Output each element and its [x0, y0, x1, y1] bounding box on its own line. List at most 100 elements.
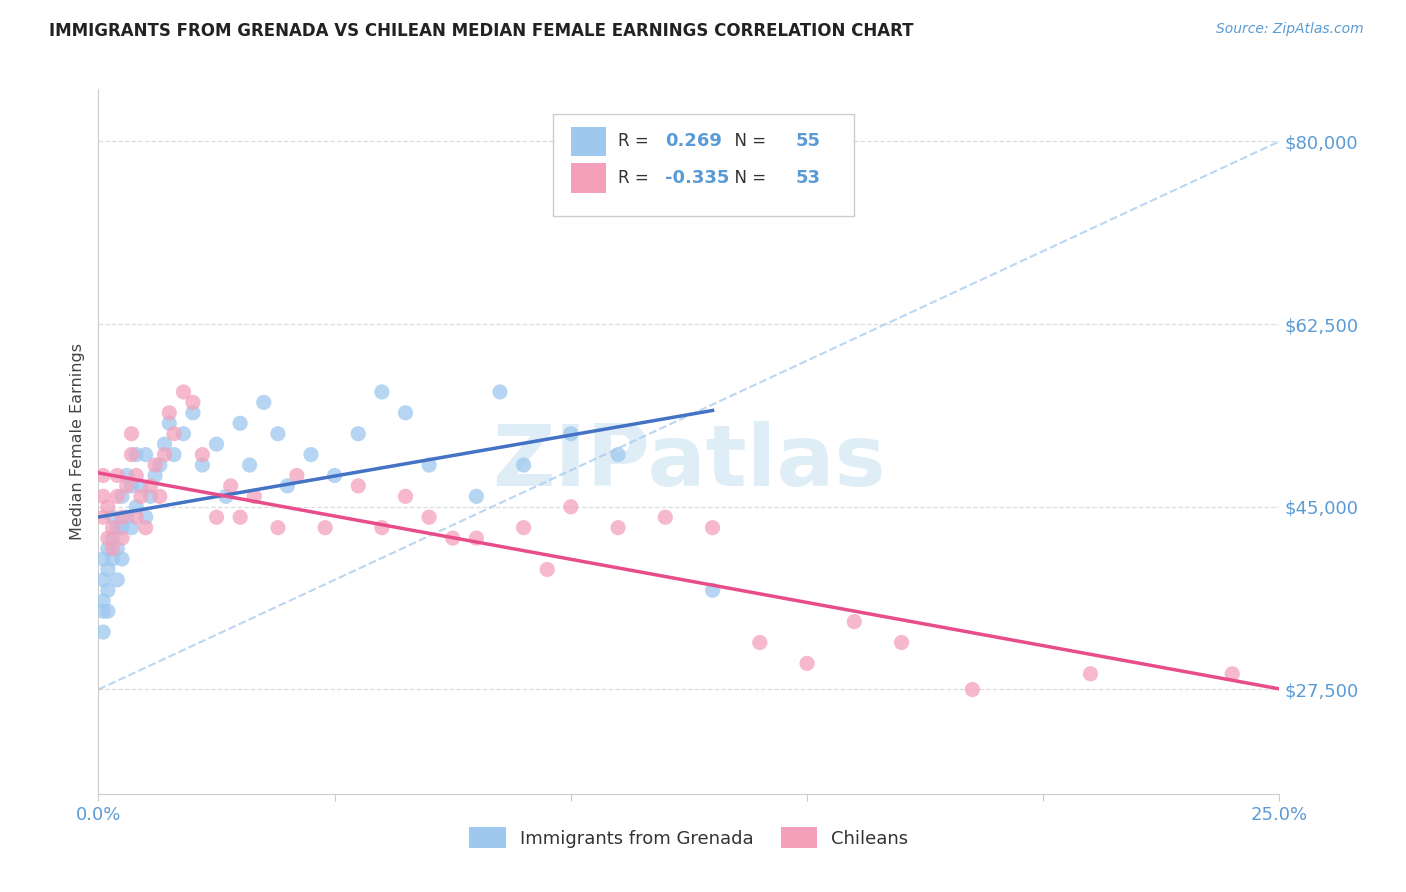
Point	[215, 489, 238, 503]
Point	[111, 552, 134, 566]
Point	[465, 531, 488, 545]
Point	[91, 625, 114, 640]
Point	[91, 510, 114, 524]
Point	[101, 521, 124, 535]
Text: 53: 53	[796, 169, 820, 187]
Point	[560, 500, 582, 514]
Text: 0.269: 0.269	[665, 132, 723, 151]
Point	[91, 468, 114, 483]
Point	[97, 583, 120, 598]
Point	[121, 426, 143, 441]
Point	[796, 657, 818, 671]
Point	[105, 468, 128, 483]
Point	[157, 406, 180, 420]
Point	[347, 426, 370, 441]
Text: R =: R =	[619, 169, 654, 187]
Point	[97, 531, 120, 545]
Point	[121, 521, 143, 535]
Point	[111, 521, 134, 535]
Point	[97, 500, 120, 514]
Point	[267, 521, 290, 535]
Text: ZIPatlas: ZIPatlas	[492, 421, 886, 504]
Point	[323, 468, 346, 483]
Point	[125, 500, 148, 514]
Point	[125, 468, 148, 483]
Point	[229, 510, 252, 524]
Text: -0.335: -0.335	[665, 169, 730, 187]
Point	[172, 384, 194, 399]
Point	[418, 510, 440, 524]
FancyBboxPatch shape	[571, 163, 606, 193]
Point	[115, 510, 138, 524]
Point	[191, 448, 214, 462]
FancyBboxPatch shape	[571, 127, 606, 156]
Point	[121, 448, 143, 462]
Point	[1220, 666, 1243, 681]
Point	[105, 521, 128, 535]
Point	[654, 510, 676, 524]
Point	[125, 510, 148, 524]
Point	[163, 426, 186, 441]
Point	[607, 521, 630, 535]
Point	[418, 458, 440, 472]
Point	[163, 448, 186, 462]
Point	[91, 604, 114, 618]
Point	[181, 395, 204, 409]
Point	[489, 384, 512, 399]
Point	[101, 552, 124, 566]
Point	[101, 510, 124, 524]
Point	[91, 489, 114, 503]
Point	[229, 417, 252, 431]
Point	[111, 531, 134, 545]
Point	[91, 552, 114, 566]
Point	[239, 458, 262, 472]
Point	[243, 489, 266, 503]
Point	[844, 615, 866, 629]
Point	[512, 521, 534, 535]
Point	[347, 479, 370, 493]
Point	[115, 479, 138, 493]
Point	[111, 510, 134, 524]
Text: N =: N =	[724, 132, 772, 151]
Point	[890, 635, 912, 649]
Point	[253, 395, 276, 409]
Point	[702, 583, 724, 598]
Point	[115, 468, 138, 483]
Point	[191, 458, 214, 472]
Point	[153, 437, 176, 451]
Point	[97, 562, 120, 576]
FancyBboxPatch shape	[553, 114, 855, 216]
Point	[135, 448, 157, 462]
Text: IMMIGRANTS FROM GRENADA VS CHILEAN MEDIAN FEMALE EARNINGS CORRELATION CHART: IMMIGRANTS FROM GRENADA VS CHILEAN MEDIA…	[49, 22, 914, 40]
Point	[125, 448, 148, 462]
Point	[465, 489, 488, 503]
Point	[91, 593, 114, 607]
Text: Source: ZipAtlas.com: Source: ZipAtlas.com	[1216, 22, 1364, 37]
Point	[560, 426, 582, 441]
Point	[205, 437, 228, 451]
Point	[371, 521, 394, 535]
Point	[139, 489, 162, 503]
Point	[702, 521, 724, 535]
Point	[135, 521, 157, 535]
Point	[143, 458, 166, 472]
Point	[111, 489, 134, 503]
Point	[962, 682, 984, 697]
Point	[607, 448, 630, 462]
Point	[371, 384, 394, 399]
Point	[143, 468, 166, 483]
Point	[314, 521, 336, 535]
Point	[205, 510, 228, 524]
Point	[135, 510, 157, 524]
Point	[748, 635, 770, 649]
Point	[149, 489, 172, 503]
Point	[101, 531, 124, 545]
Point	[121, 479, 143, 493]
Point	[394, 406, 416, 420]
Point	[97, 604, 120, 618]
Text: 55: 55	[796, 132, 820, 151]
Point	[512, 458, 534, 472]
Point	[139, 479, 162, 493]
Point	[267, 426, 290, 441]
Point	[394, 489, 416, 503]
